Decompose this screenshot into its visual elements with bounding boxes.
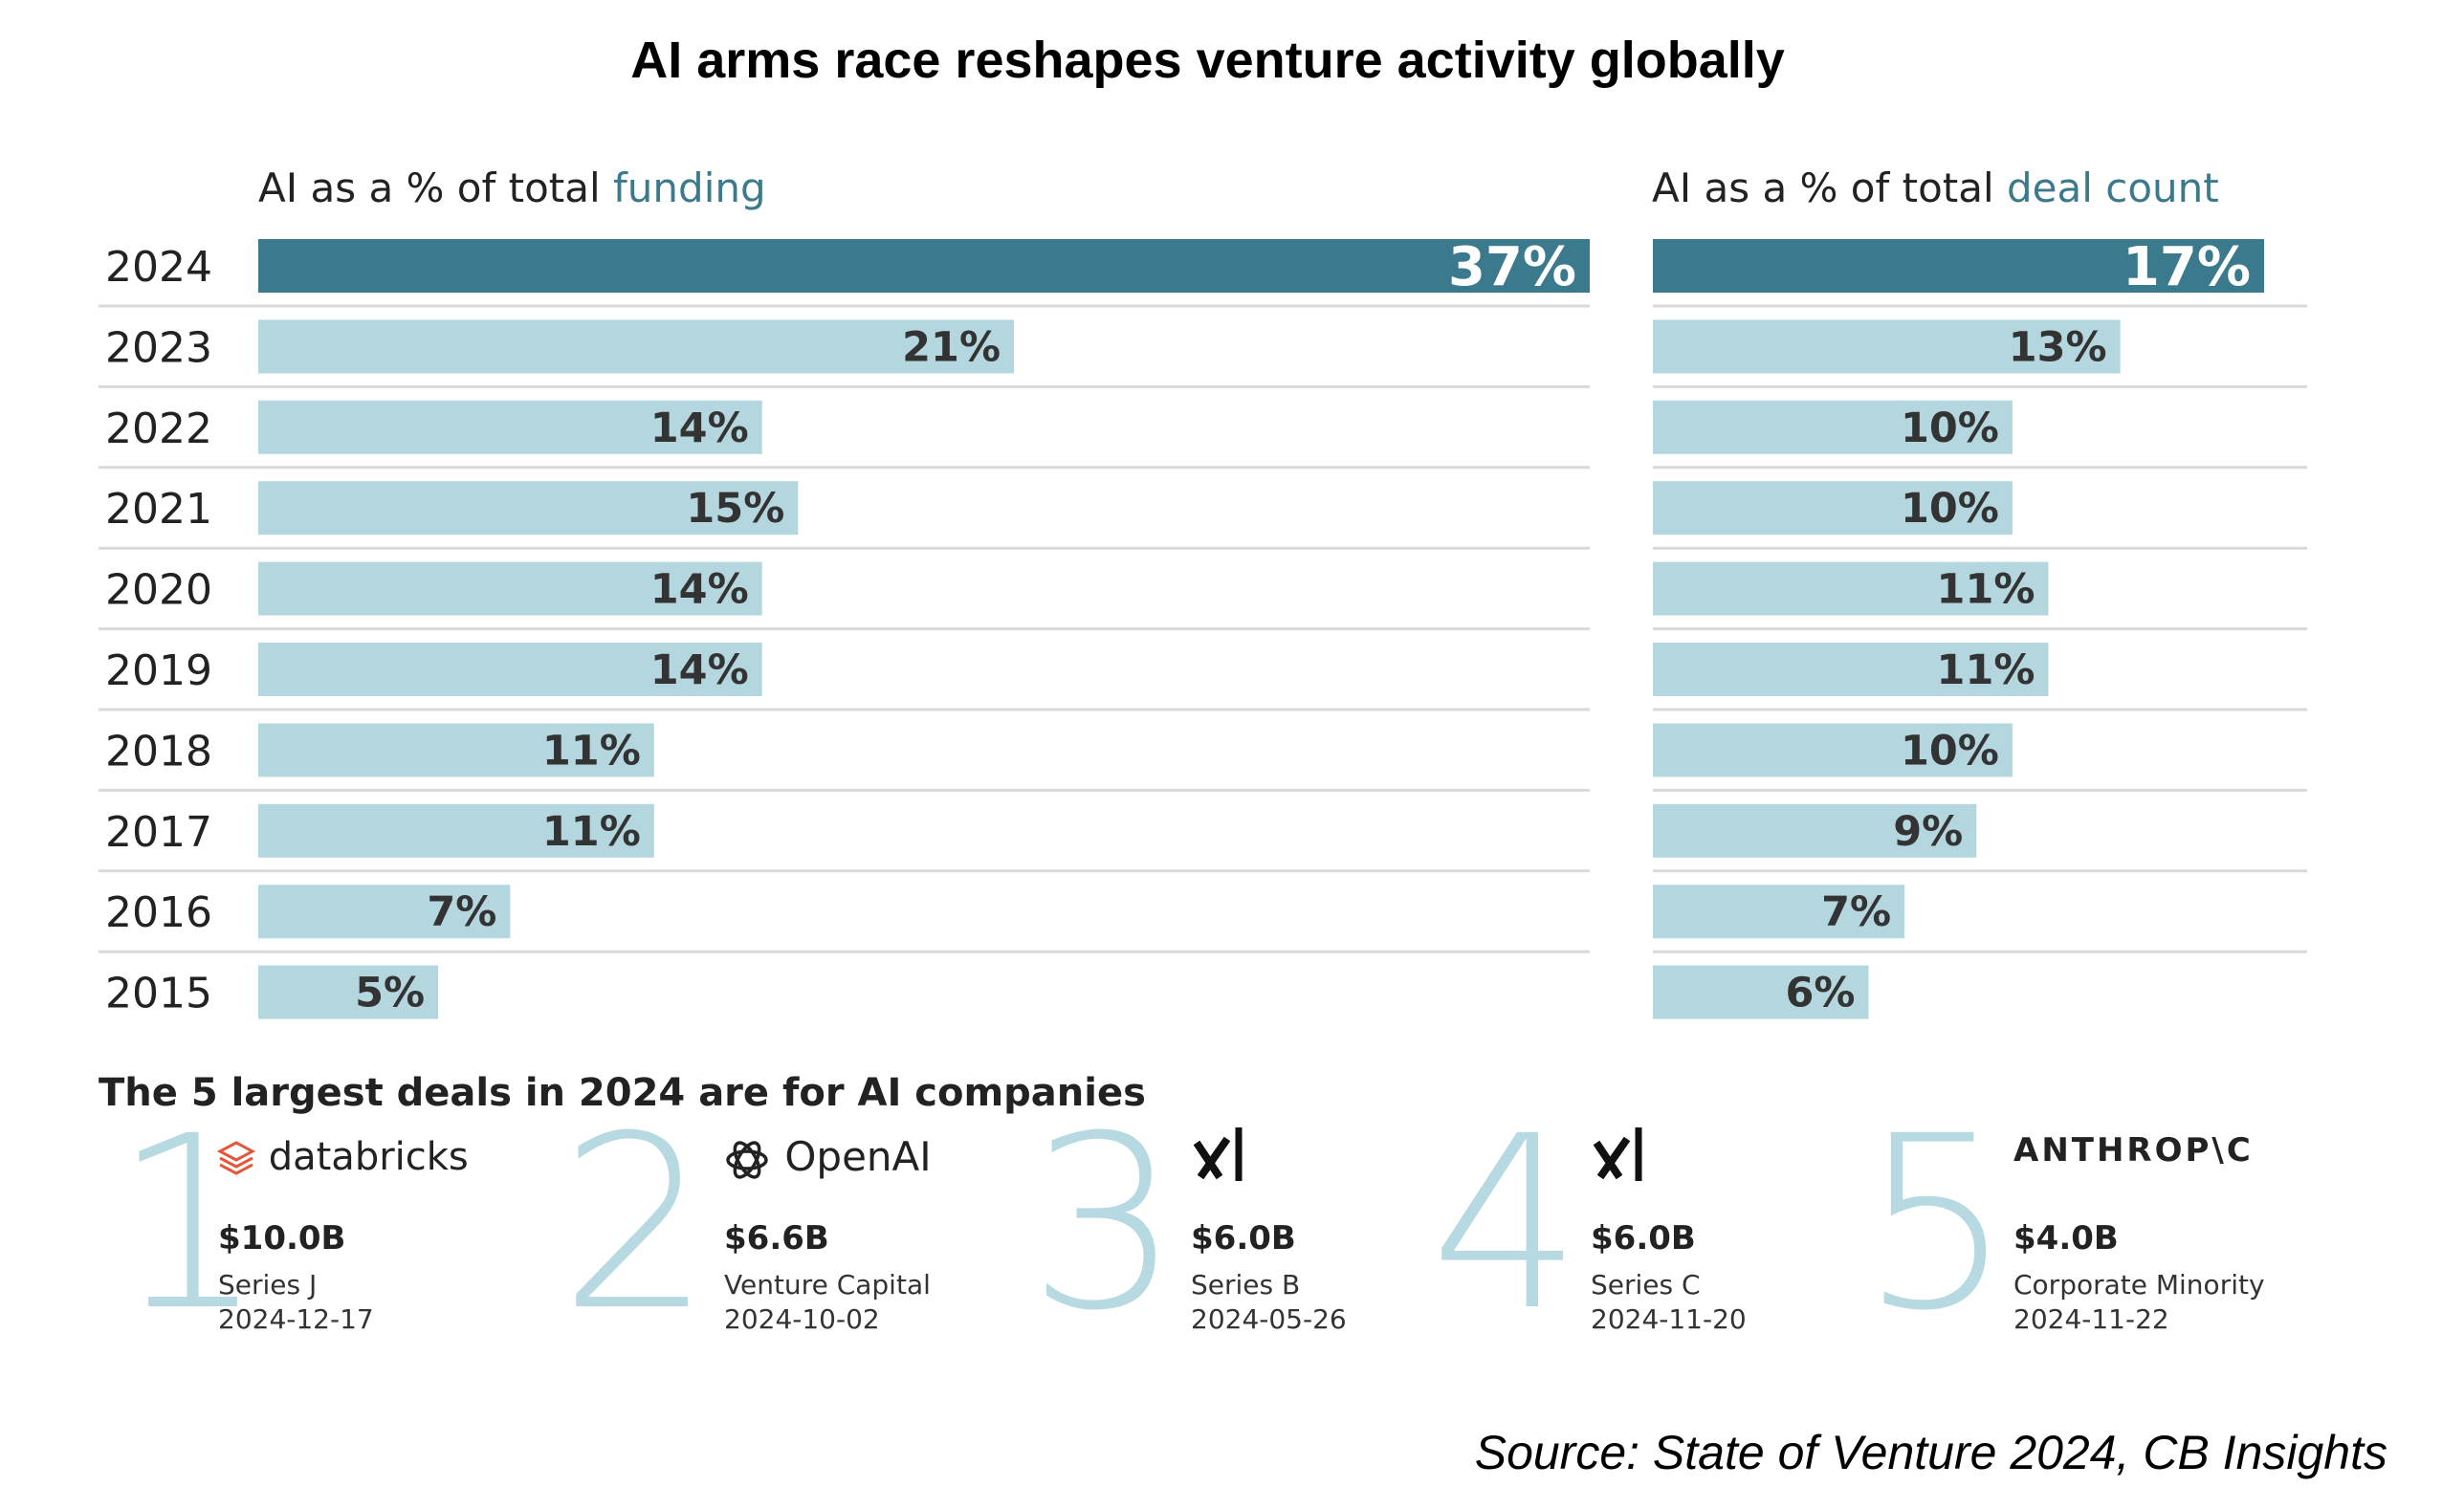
deals-bar-2022 (1653, 400, 2013, 454)
deals-value-label-2022: 10% (1901, 405, 1999, 452)
bar-charts: 37% 2024 21% 2023 14% 2022 15% 2021 14% 2020 14% 20… (99, 236, 2307, 1019)
deal-card-5: 5 ANTHROP\C $4.0B Corporate Minority 202… (1860, 1104, 2339, 1344)
xai-icon (1593, 1127, 1642, 1181)
year-label-2020: 2020 (105, 566, 212, 615)
deal-amount: $6.6B (724, 1219, 829, 1258)
deal-series: Venture Capital (724, 1269, 931, 1301)
funding-value-label-2018: 11% (542, 727, 641, 775)
funding-bar-2017 (258, 803, 654, 858)
deal-date: 2024-11-20 (1591, 1303, 1747, 1335)
year-label-2018: 2018 (105, 727, 212, 776)
deals-bar-2019 (1653, 643, 2049, 696)
deals-bar-2016 (1653, 885, 1905, 939)
xai-icon (1193, 1127, 1243, 1181)
deal-rank: 3 (1028, 1084, 1181, 1363)
deals-value-label-2018: 10% (1901, 727, 1999, 775)
xai-logo (1591, 1122, 1658, 1189)
funding-bar-2018 (258, 723, 654, 777)
deals-value-label-2020: 11% (1937, 566, 2035, 614)
deal-card-1: 1 databricks $10.0B Series J 2024-12-17 (113, 1104, 553, 1344)
chart-title: AI arms race reshapes venture activity g… (630, 32, 1785, 89)
year-label-2024: 2024 (105, 243, 212, 292)
deals-bar-2023 (1653, 319, 2121, 374)
year-label-2022: 2022 (105, 405, 212, 453)
funding-value-label-2020: 14% (650, 566, 749, 614)
deal-rank: 4 (1430, 1084, 1583, 1363)
funding-bar-2024 (258, 239, 1590, 293)
year-label-2015: 2015 (105, 970, 212, 1018)
databricks-wordmark: databricks (268, 1135, 469, 1179)
funding-value-label-2015: 5% (355, 970, 425, 1017)
year-label-2016: 2016 (105, 888, 212, 937)
deals-value-label-2021: 10% (1901, 485, 1999, 533)
deals-bar-2018 (1653, 723, 2013, 777)
deals-bar-2020 (1653, 561, 2049, 616)
openai-icon (726, 1140, 768, 1179)
deal-amount: $6.0B (1191, 1219, 1296, 1258)
funding-value-label-2023: 21% (902, 323, 1001, 371)
deal-date: 2024-11-22 (2013, 1303, 2169, 1335)
deals-bar-2015 (1653, 965, 1869, 1019)
anthropic-logo: ANTHROP\C (2013, 1131, 2254, 1170)
funding-bar-2022 (258, 400, 762, 454)
year-label-2017: 2017 (105, 808, 212, 857)
deal-amount: $4.0B (2013, 1219, 2119, 1258)
funding-bar-2015 (258, 965, 439, 1019)
deal-series: Series C (1591, 1269, 1701, 1301)
deals-bar-2017 (1653, 803, 1977, 858)
deals-section-title: The 5 largest deals in 2024 are for AI c… (99, 1071, 1146, 1115)
deal-amount: $10.0B (218, 1219, 346, 1258)
deal-card-3: 3 $6.0B Series B 2024-05-26 (1028, 1104, 1430, 1344)
funding-bar-2016 (258, 885, 511, 939)
deal-series: Series B (1191, 1269, 1301, 1301)
deal-amount: $6.0B (1591, 1219, 1696, 1258)
funding-panel-title-prefix: AI as a % of total (258, 164, 614, 211)
funding-value-label-2017: 11% (542, 808, 641, 856)
deal-date: 2024-10-02 (724, 1303, 880, 1335)
deal-rank: 5 (1860, 1084, 2013, 1363)
anthropic-icon: ANTHROP\C (2013, 1131, 2254, 1170)
funding-panel-title: AI as a % of total funding (258, 164, 766, 211)
funding-value-label-2021: 15% (686, 485, 784, 533)
deals-bar-2021 (1653, 481, 2013, 536)
databricks-logo: databricks (216, 1135, 469, 1179)
deal-date: 2024-05-26 (1191, 1303, 1347, 1335)
funding-bar-2021 (258, 481, 799, 536)
xai-logo (1191, 1122, 1258, 1189)
deal-series: Corporate Minority (2013, 1269, 2265, 1301)
year-label-2023: 2023 (105, 323, 212, 372)
funding-bar-2019 (258, 643, 762, 696)
deal-series: Series J (218, 1269, 318, 1301)
deals-value-label-2017: 9% (1893, 808, 1963, 856)
deals-bar-2024 (1653, 239, 2264, 293)
deal-card-2: 2 OpenAI $6.6B Venture Capital 2024-10-0… (560, 1104, 1019, 1344)
funding-value-label-2024: 37% (1448, 236, 1576, 298)
deal-card-4: 4 $6.0B Series C 2024-11-20 (1430, 1104, 1832, 1344)
year-label-2021: 2021 (105, 485, 212, 534)
openai-logo: OpenAI (722, 1133, 932, 1185)
funding-value-label-2019: 14% (650, 646, 749, 694)
funding-bar-2020 (258, 561, 762, 616)
deal-date: 2024-12-17 (218, 1303, 374, 1335)
funding-panel-title-highlight: funding (613, 164, 766, 211)
deals-value-label-2016: 7% (1821, 888, 1891, 936)
source-note: Source: State of Venture 2024, CB Insigh… (1474, 1426, 2387, 1479)
year-label-2019: 2019 (105, 646, 212, 695)
deals-value-label-2023: 13% (2009, 323, 2107, 371)
databricks-icon (216, 1141, 256, 1175)
funding-value-label-2022: 14% (650, 405, 749, 452)
deals-value-label-2015: 6% (1786, 970, 1856, 1017)
openai-wordmark: OpenAI (784, 1133, 932, 1180)
funding-value-label-2016: 7% (427, 888, 496, 936)
deals-value-label-2019: 11% (1937, 646, 2035, 694)
deals-value-label-2024: 17% (2123, 236, 2251, 298)
deals-panel-title: AI as a % of total deal count (1652, 164, 2219, 211)
deal-rank: 2 (560, 1084, 713, 1363)
deals-panel-title-highlight: deal count (2007, 164, 2219, 211)
funding-bar-2023 (258, 319, 1015, 374)
deals-panel-title-prefix: AI as a % of total (1652, 164, 2008, 211)
